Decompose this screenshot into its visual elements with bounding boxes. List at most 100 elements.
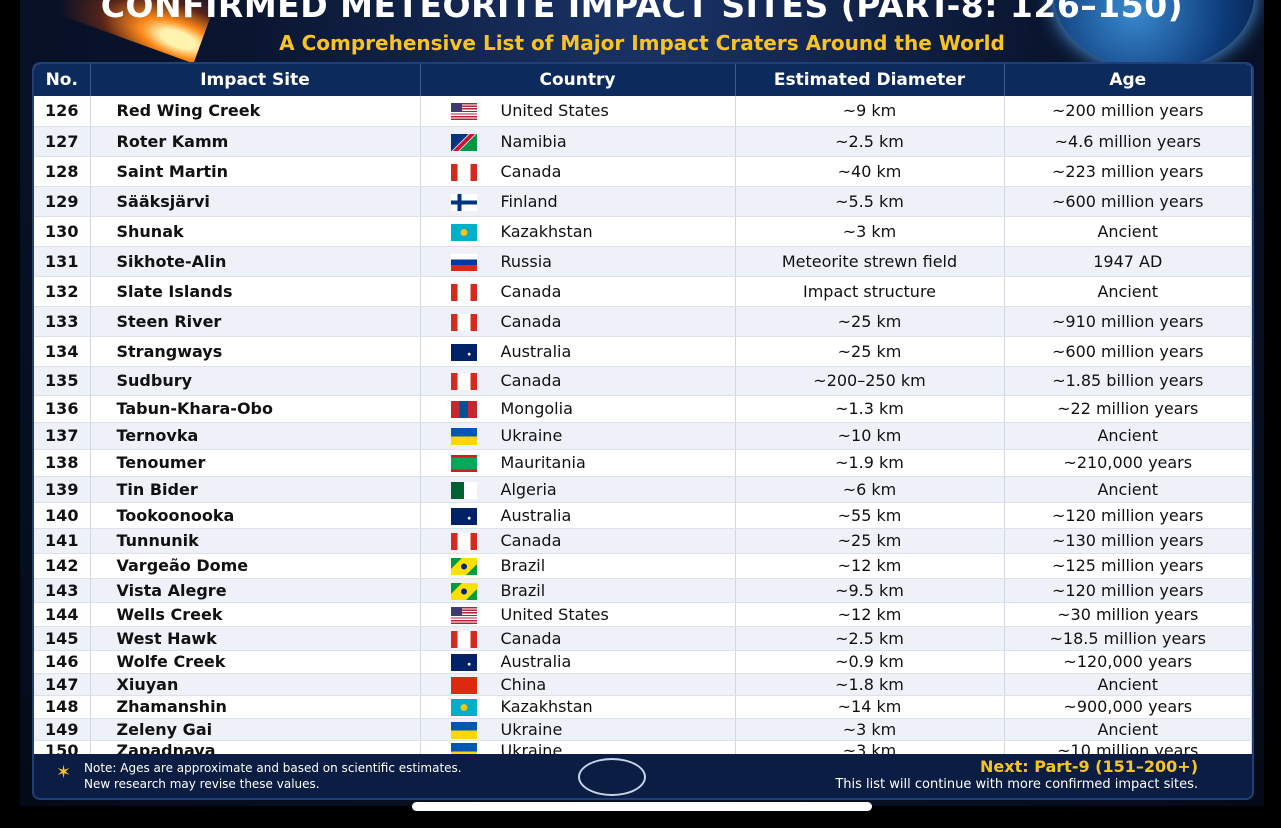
cell: ~200–250 km (735, 366, 1005, 396)
cell: ~55 km (735, 502, 1005, 529)
cell: ~1.9 km (735, 449, 1005, 477)
table-row: 140 Tookoonooka Australia ~55 km ~120 millio… (34, 502, 1252, 529)
cell: 135 (34, 366, 91, 396)
cell: Ukraine (420, 718, 736, 741)
cell: Russia (420, 246, 736, 277)
cell: Canada (420, 528, 736, 554)
column-header: Age (1004, 64, 1252, 96)
country-name: China (500, 674, 547, 694)
flag-icon (450, 163, 477, 181)
cell: 145 (34, 626, 91, 651)
flag-icon (450, 223, 477, 241)
country-name: Canada (500, 161, 562, 181)
cell: Wolfe Creek (90, 650, 421, 674)
cell: Canada (420, 626, 736, 651)
cell: ~30 million years (1004, 602, 1252, 627)
flag-icon (450, 507, 477, 525)
cell: Saint Martin (90, 156, 421, 187)
flag-icon (450, 630, 477, 648)
cell: 131 (34, 246, 91, 277)
cell: Canada (420, 156, 736, 187)
cell: 142 (34, 553, 91, 579)
flag-icon (450, 654, 477, 671)
table-row: 141 Tunnunik Canada ~25 km ~130 million year… (34, 528, 1252, 554)
note-line: Note: Ages are approximate and based on … (84, 761, 462, 775)
cell: Zhamanshin (90, 695, 421, 719)
cell: Slate Islands (90, 276, 421, 307)
country-name: Ukraine (500, 426, 563, 445)
cell: ~130 million years (1004, 528, 1252, 554)
cell: Australia (420, 650, 736, 674)
cell: ~12 km (735, 553, 1005, 579)
cell: ~600 million years (1004, 336, 1252, 367)
cell: Xiuyan (90, 673, 421, 696)
country-name: Algeria (500, 479, 557, 499)
table-row: 137 Ternovka Ukraine ~10 km Ancient (34, 422, 1252, 450)
country-name: Canada (500, 628, 562, 648)
cell: Tabun-Khara-Obo (90, 395, 421, 423)
table-row: 127 Roter Kamm Namibia ~2.5 km ~4.6 million … (34, 126, 1252, 157)
cell: Australia (420, 336, 736, 367)
flag-icon (450, 455, 477, 472)
header-row: No. Impact Site Country Estimated Diameter A… (34, 64, 1252, 96)
flag-icon (450, 283, 477, 301)
cell: ~2.5 km (735, 126, 1005, 157)
cell: 138 (34, 449, 91, 477)
cell: ~18.5 million years (1004, 626, 1252, 651)
cell: Kazakhstan (420, 216, 736, 247)
cell: ~0.9 km (735, 650, 1005, 674)
country-name: Australia (500, 652, 572, 671)
cell: ~223 million years (1004, 156, 1252, 187)
flag-icon (450, 606, 477, 624)
cell: Impact structure (735, 276, 1005, 307)
column-header: Impact Site (90, 64, 421, 96)
cell: 134 (34, 336, 91, 367)
flag-icon (450, 481, 477, 499)
flag-icon (450, 699, 477, 716)
country-name: Australia (500, 505, 572, 525)
subtitle: A Comprehensive List of Major Impact Cra… (279, 31, 1005, 55)
cell: Vargeão Dome (90, 553, 421, 579)
country-name: Canada (500, 531, 562, 550)
cell: 147 (34, 673, 91, 696)
country-name: Canada (500, 281, 562, 301)
cell: Steen River (90, 306, 421, 337)
country-name: Mauritania (500, 453, 586, 472)
cell: ~40 km (735, 156, 1005, 187)
cell: 146 (34, 650, 91, 674)
column-header: Country (420, 64, 736, 96)
star-icon: ✶ (56, 762, 72, 783)
cell: United States (420, 96, 736, 127)
cell: ~3 km (735, 216, 1005, 247)
title: CONFIRMED METEORITE IMPACT SITES (PART-8… (100, 0, 1184, 25)
cell: Ternovka (90, 422, 421, 450)
flag-icon (450, 676, 477, 694)
cell: 126 (34, 96, 91, 127)
cell: ~25 km (735, 306, 1005, 337)
cell: ~9.5 km (735, 578, 1005, 603)
flag-icon (450, 253, 477, 271)
cell: Ukraine (420, 422, 736, 450)
cell: Australia (420, 502, 736, 529)
cell: Shunak (90, 216, 421, 247)
cell: 132 (34, 276, 91, 307)
cell: Tin Bider (90, 476, 421, 503)
table: No. Impact Site Country Estimated Diameter A… (34, 64, 1252, 762)
cell: 133 (34, 306, 91, 337)
home-indicator (412, 802, 872, 811)
cell: ~210,000 years (1004, 449, 1252, 477)
cell: Tookoonooka (90, 502, 421, 529)
cell: ~5.5 km (735, 186, 1005, 217)
cell: Tenoumer (90, 449, 421, 477)
cell: Roter Kamm (90, 126, 421, 157)
flag-icon (450, 582, 477, 600)
cell: 149 (34, 718, 91, 741)
table-row: 130 Shunak Kazakhstan ~3 km Ancient (34, 216, 1252, 247)
table-row: 132 Slate Islands Canada Impact structure An… (34, 276, 1252, 307)
flag-icon (450, 373, 477, 390)
cell: ~9 km (735, 96, 1005, 127)
country-name: Kazakhstan (500, 221, 593, 241)
table-row: 139 Tin Bider Algeria ~6 km Ancient (34, 476, 1252, 503)
table-row: 135 Sudbury Canada ~200–250 km ~1.85 billion… (34, 366, 1252, 396)
